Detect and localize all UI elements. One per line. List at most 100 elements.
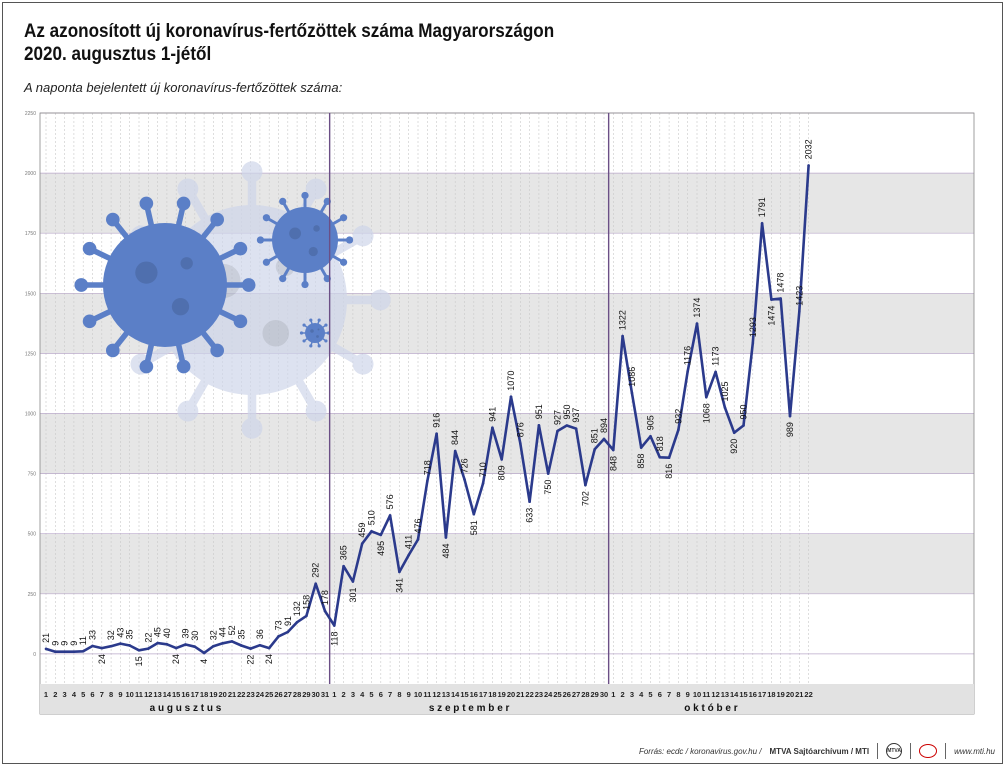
x-tick-label: 24: [544, 690, 553, 699]
data-label: 484: [441, 544, 451, 559]
data-label: 844: [450, 430, 460, 445]
x-tick-label: 3: [630, 690, 634, 699]
website-link[interactable]: www.mti.hu: [954, 746, 995, 756]
data-point: [556, 429, 559, 433]
data-label: 24: [97, 654, 107, 664]
y-tick-label: 750: [28, 472, 37, 478]
data-point: [621, 334, 624, 338]
x-tick-label: 1: [332, 690, 336, 699]
data-point: [686, 369, 689, 373]
x-tick-label: 13: [721, 690, 729, 699]
data-point: [91, 644, 94, 648]
x-tick-label: 11: [423, 690, 431, 699]
data-label: 927: [553, 410, 563, 425]
data-point: [779, 297, 782, 300]
data-point: [128, 644, 131, 647]
data-point: [714, 370, 717, 374]
data-point: [426, 479, 429, 483]
data-point: [267, 646, 271, 650]
x-tick-label: 28: [293, 690, 301, 699]
data-label: 32: [208, 630, 218, 640]
y-tick-labels: 0 250 500 750 1000 1250 1500 1750 2000 2250: [25, 111, 36, 658]
virus-icon: [256, 191, 354, 289]
data-label: 510: [367, 510, 377, 525]
data-label: 1025: [720, 381, 730, 401]
data-label: 1791: [757, 197, 767, 217]
data-label: 411: [404, 535, 414, 549]
month-label: a u g u s z t u s: [150, 703, 222, 714]
data-point: [705, 395, 708, 399]
data-label: 950: [739, 404, 749, 419]
x-tick-label: 26: [274, 690, 282, 699]
data-label: 73: [274, 620, 284, 630]
data-point: [807, 164, 810, 167]
data-label: 36: [255, 629, 265, 639]
data-point: [370, 529, 373, 533]
credit-text: MTVA Sajtóarchívum / MTI: [769, 746, 870, 756]
x-tick-label: 2: [53, 690, 57, 699]
month-dividers: [328, 113, 610, 714]
x-tick-label: 3: [351, 690, 355, 699]
data-label: 9: [60, 641, 70, 646]
data-label: 816: [664, 464, 674, 479]
x-tick-label: 20: [507, 690, 515, 699]
x-tick-label: 16: [749, 690, 757, 699]
data-point: [109, 644, 113, 648]
data-point: [584, 483, 587, 487]
data-label: 44: [218, 627, 228, 637]
data-point: [305, 614, 308, 618]
x-tick-label: 16: [470, 690, 478, 699]
data-label: 91: [283, 616, 293, 626]
y-tick-label: 1250: [25, 351, 36, 357]
divider: [877, 743, 879, 759]
data-label: 1086: [627, 367, 637, 387]
data-label: 4: [199, 659, 209, 664]
x-tick-label: 18: [200, 690, 208, 699]
data-label: 52: [227, 625, 237, 635]
x-tick-label: 25: [553, 690, 561, 699]
data-label: 941: [487, 407, 497, 422]
x-tick-label: 27: [284, 690, 292, 699]
data-point: [342, 564, 345, 568]
virus-icon: [74, 196, 256, 374]
data-point: [639, 446, 643, 449]
x-tick-label: 13: [442, 690, 450, 699]
data-label: 750: [543, 480, 553, 495]
data-label: 39: [181, 628, 191, 638]
x-tick-label: 9: [407, 690, 411, 699]
x-tick-label: 16: [181, 690, 189, 699]
data-point: [472, 512, 476, 516]
x-tick-label: 2: [342, 690, 346, 699]
data-label: 11: [78, 636, 88, 645]
x-tick-label: 21: [516, 690, 524, 699]
x-tick-label: 3: [63, 690, 67, 699]
data-label: 301: [348, 588, 358, 603]
x-tick-label: 22: [237, 690, 245, 699]
data-point: [351, 580, 355, 583]
divider: [945, 743, 947, 759]
data-label: 576: [385, 494, 395, 509]
x-tick-label: 7: [100, 690, 104, 699]
data-label: 1068: [701, 403, 711, 423]
y-tick-label: 0: [33, 652, 36, 658]
data-point: [630, 391, 634, 395]
x-tick-label: 11: [702, 690, 710, 699]
data-point: [100, 646, 104, 650]
data-point: [333, 624, 336, 627]
data-label: 848: [608, 456, 618, 471]
divider: [910, 743, 912, 759]
data-point: [463, 478, 466, 481]
data-point: [314, 582, 318, 586]
x-tick-label: 6: [658, 690, 662, 699]
data-point: [593, 448, 596, 451]
x-tick-label: 22: [804, 690, 812, 699]
data-point: [546, 472, 550, 475]
data-point: [249, 647, 252, 650]
data-label: 1293: [748, 317, 758, 337]
x-tick-label: 6: [90, 690, 94, 699]
data-point: [54, 650, 57, 654]
data-point: [509, 395, 513, 398]
x-tick-label: 9: [118, 690, 122, 699]
data-label: 9: [50, 641, 60, 646]
